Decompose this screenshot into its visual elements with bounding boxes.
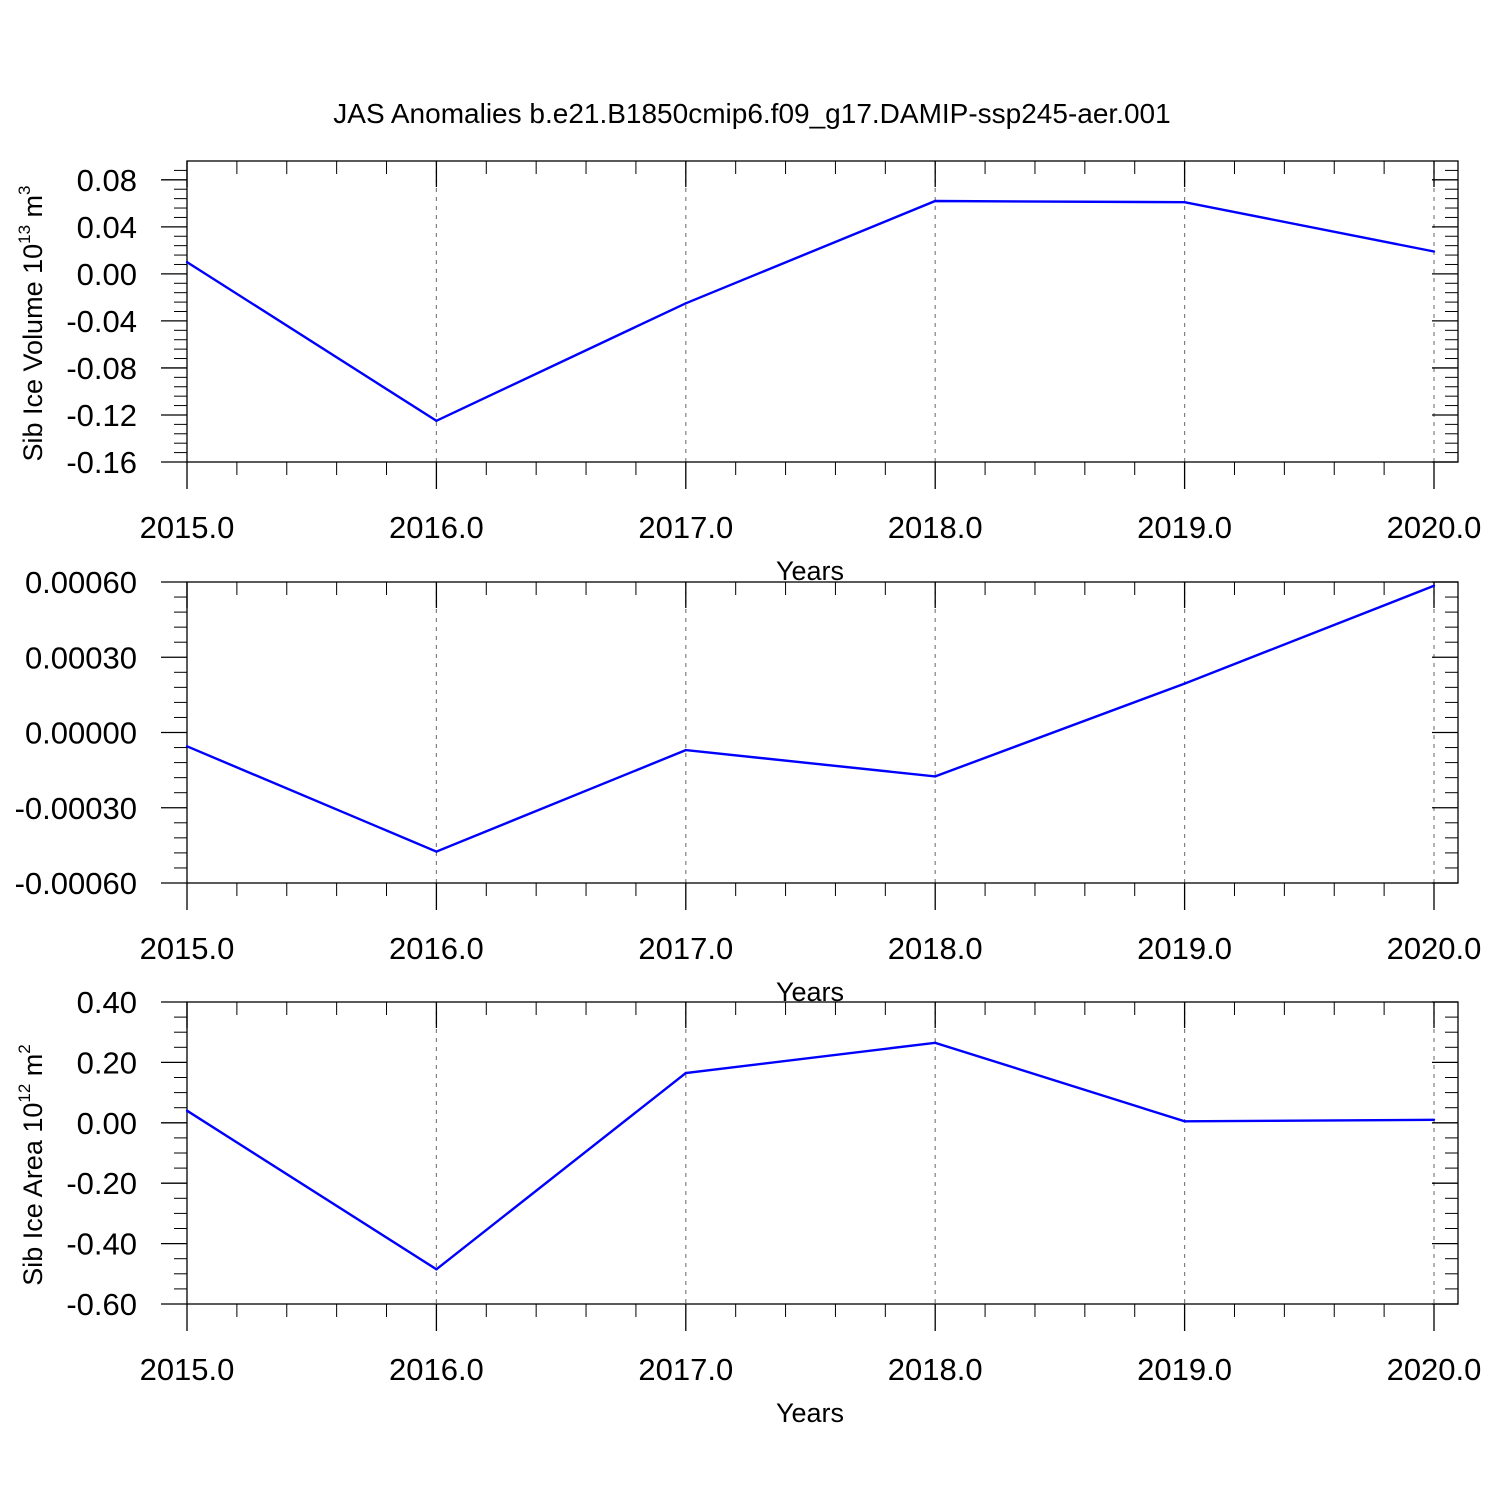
y-tick-label: -0.00030: [15, 791, 137, 826]
data-point: [934, 199, 937, 203]
panel-3: -0.60 -0.40 -0.20 0.00 0.20 0.40 2015.0 2016.0 2…: [15, 985, 1481, 1428]
y-tick-label: 0.04: [77, 210, 137, 245]
data-point: [684, 748, 687, 752]
y-tick-label: -0.04: [66, 304, 137, 339]
x-tick-label: 2016.0: [389, 931, 484, 966]
y-tick-label: -0.40: [66, 1227, 137, 1262]
x-tick-label: 2017.0: [638, 1352, 733, 1387]
y-axis-title: Sib Ice Volume 1013 m3: [15, 185, 48, 461]
data-point: [934, 775, 937, 778]
x-tick-label: 2020.0: [1387, 510, 1482, 545]
series-line: [186, 584, 1435, 853]
x-tick-label: 2019.0: [1137, 1352, 1232, 1387]
data-point: [435, 1268, 438, 1271]
data-point: [185, 745, 189, 748]
data-point: [1432, 1118, 1436, 1121]
series-line: [186, 199, 1435, 423]
y-tick-label: -0.12: [66, 398, 137, 433]
data-point: [934, 1041, 937, 1044]
series-line: [186, 1041, 1435, 1271]
y-axis-title-superscript: 3: [15, 185, 34, 194]
y-axis-title-segment: Sib Ice Volume 10: [18, 244, 48, 462]
data-point: [1183, 1120, 1186, 1123]
figure-title: JAS Anomalies b.e21.B1850cmip6.f09_g17.D…: [333, 98, 1170, 129]
data-point: [185, 1109, 189, 1112]
data-point: [185, 260, 189, 264]
y-tick-label: 0.00060: [25, 565, 137, 600]
y-axis-title-superscript: 12: [15, 1084, 34, 1103]
x-tick-label: 2015.0: [140, 931, 235, 966]
y-tick-label: 0.08: [77, 163, 137, 198]
x-tick-label: 2020.0: [1387, 931, 1482, 966]
y-tick-label: 0.00: [77, 257, 137, 292]
x-tick-label: 2018.0: [888, 510, 983, 545]
panel-1: -0.16 -0.12 -0.08 -0.04 0.00 0.04 0.08 2015.0 20…: [15, 160, 1482, 586]
x-tick-label: 2020.0: [1387, 1352, 1482, 1387]
x-tick-label: 2018.0: [888, 931, 983, 966]
y-axis-title-segment: Sib Ice Area 10: [18, 1103, 48, 1286]
y-tick-label: -0.08: [66, 351, 137, 386]
data-point: [1432, 250, 1436, 253]
data-point: [435, 850, 438, 853]
y-tick-label: -0.16: [66, 445, 137, 480]
x-tick-label: 2015.0: [140, 1352, 235, 1387]
x-tick-label: 2019.0: [1137, 510, 1232, 545]
y-tick-label: 0.20: [77, 1045, 137, 1080]
y-axis-title-superscript: 13: [15, 225, 34, 244]
data-point: [684, 1071, 687, 1075]
x-tick-label: 2016.0: [389, 1352, 484, 1387]
x-axis-title: Years: [776, 556, 844, 586]
y-tick-label: -0.60: [66, 1287, 137, 1322]
data-point: [435, 419, 438, 423]
y-axis-title-segment: m: [18, 1054, 48, 1084]
y-tick-label: 0.00030: [25, 640, 137, 675]
y-axis-title-segment: m: [18, 195, 48, 225]
y-axis-title: Sib Ice Area 1012 m2: [15, 1044, 48, 1286]
x-tick-label: 2017.0: [638, 510, 733, 545]
y-tick-label: 0.00000: [25, 716, 137, 751]
y-axis-title-superscript: 2: [15, 1044, 34, 1053]
x-tick-label: 2019.0: [1137, 931, 1232, 966]
data-point: [1183, 200, 1186, 204]
data-point: [684, 302, 687, 305]
x-tick-label: 2015.0: [140, 510, 235, 545]
y-tick-label: -0.20: [66, 1166, 137, 1201]
y-tick-label: 0.00: [77, 1106, 137, 1141]
x-tick-label: 2018.0: [888, 1352, 983, 1387]
panel-2: -0.00060 -0.00030 0.00000 0.00030 0.00060 201…: [15, 565, 1482, 1007]
data-point: [1432, 584, 1436, 587]
x-tick-label: 2017.0: [638, 931, 733, 966]
data-point: [1183, 682, 1186, 685]
x-tick-label: 2016.0: [389, 510, 484, 545]
x-axis-title: Years: [776, 1398, 844, 1428]
y-tick-label: -0.00060: [15, 866, 137, 901]
y-tick-label: 0.40: [77, 985, 137, 1020]
